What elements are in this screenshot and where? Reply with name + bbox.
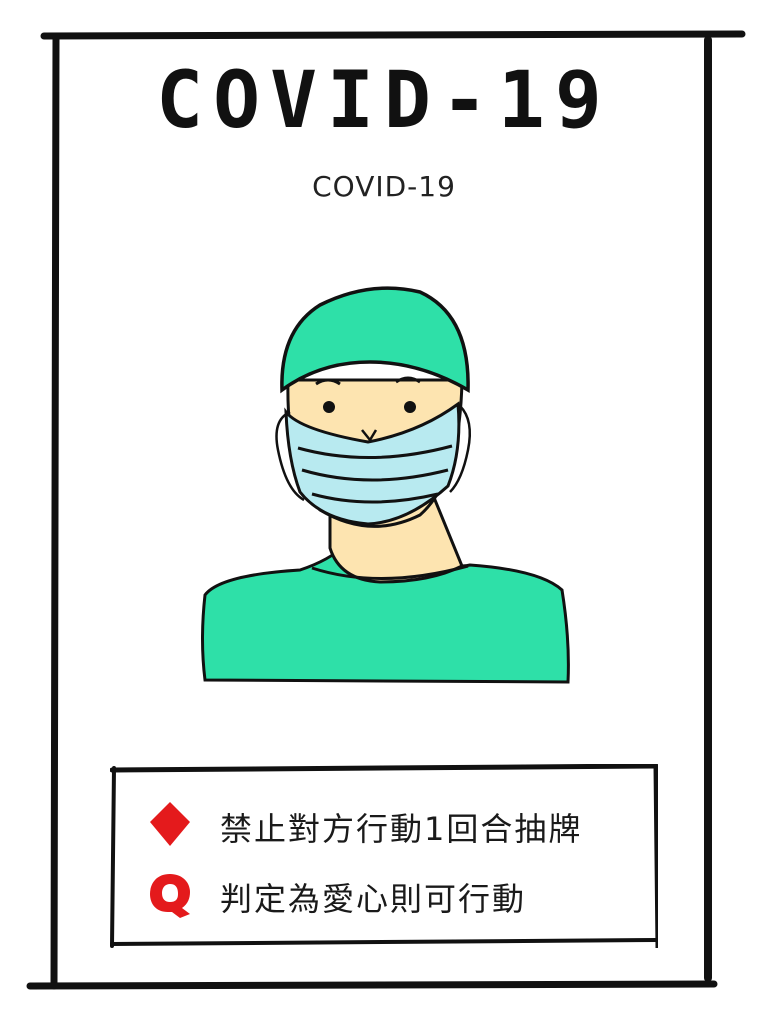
rule-text: 禁止對方行動1回合抽牌	[220, 810, 583, 848]
diamond-icon	[150, 802, 190, 846]
card-title: COVID-19	[156, 56, 612, 146]
rules-panel-border	[110, 764, 658, 948]
rule-text: 判定為愛心則可行動	[220, 880, 527, 918]
q-icon	[150, 874, 190, 918]
card-subtitle: COVID-19	[312, 170, 456, 203]
rules-panel: 禁止對方行動1回合抽牌 判定為愛心則可行動	[110, 764, 658, 948]
rule-row: 判定為愛心則可行動	[110, 864, 658, 924]
rule-row: 禁止對方行動1回合抽牌	[110, 794, 658, 854]
